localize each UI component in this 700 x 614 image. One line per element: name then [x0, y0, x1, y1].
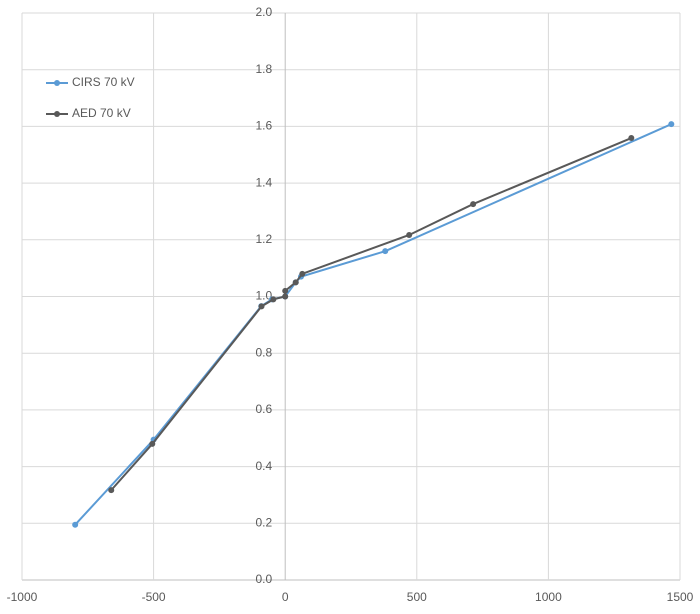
y-tick-label: 0.6	[256, 402, 273, 416]
x-tick-label: 1500	[667, 590, 694, 604]
point	[299, 270, 306, 277]
point	[628, 135, 635, 142]
x-tick-label: -1000	[7, 590, 38, 604]
y-tick-label: 1.2	[256, 232, 273, 246]
legend-label: CIRS 70 kV	[72, 75, 135, 89]
series-line	[74, 123, 672, 526]
series-line	[110, 137, 632, 491]
point	[258, 303, 265, 310]
point	[406, 231, 413, 238]
point	[149, 440, 156, 447]
y-tick-label: 1.4	[256, 175, 273, 189]
x-tick-label: 1000	[535, 590, 562, 604]
y-tick-label: 1.0	[256, 289, 273, 303]
y-tick-label: 0.0	[256, 572, 273, 586]
x-tick-label: 0	[282, 590, 289, 604]
point	[382, 248, 389, 255]
point	[108, 487, 115, 494]
legend-label: AED 70 kV	[72, 106, 131, 120]
point	[292, 279, 299, 286]
x-tick-label: -500	[142, 590, 166, 604]
point	[72, 521, 79, 528]
x-tick-label: 500	[407, 590, 427, 604]
y-tick-label: 2.0	[256, 5, 273, 19]
y-tick-label: 1.8	[256, 62, 273, 76]
legend-marker	[54, 80, 60, 86]
legend-marker	[54, 111, 60, 117]
y-tick-label: 0.2	[256, 515, 273, 529]
point	[470, 201, 477, 208]
point	[668, 121, 675, 128]
point	[270, 296, 277, 303]
y-tick-label: 0.8	[256, 345, 273, 359]
point	[282, 287, 289, 294]
y-tick-label: 0.4	[256, 459, 273, 473]
point	[282, 293, 289, 300]
y-tick-label: 1.6	[256, 119, 273, 133]
